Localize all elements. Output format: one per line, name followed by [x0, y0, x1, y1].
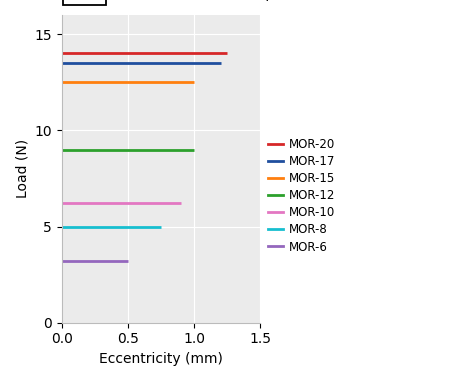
Y-axis label: Load (N): Load (N) [15, 139, 29, 199]
Text: Outside diameter ϕ 20 or less: Outside diameter ϕ 20 or less [133, 0, 344, 1]
X-axis label: Eccentricity (mm): Eccentricity (mm) [99, 352, 223, 366]
Text: MOR: MOR [66, 0, 103, 1]
Legend: MOR-20, MOR-17, MOR-15, MOR-12, MOR-10, MOR-8, MOR-6: MOR-20, MOR-17, MOR-15, MOR-12, MOR-10, … [268, 138, 335, 254]
